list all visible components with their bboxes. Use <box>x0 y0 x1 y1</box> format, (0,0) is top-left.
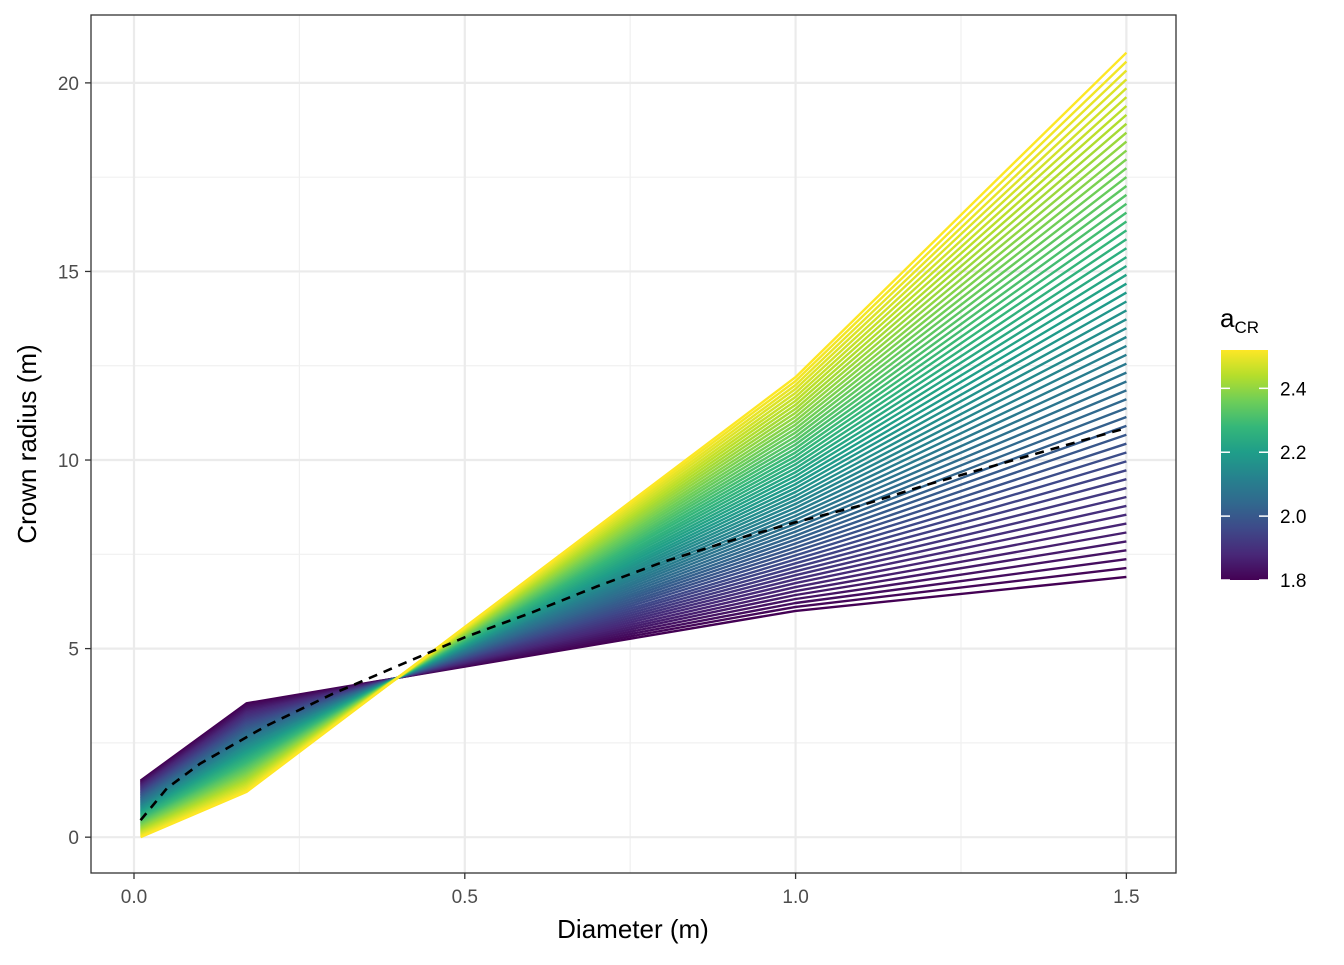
curve-line <box>140 51 1128 839</box>
x-tick-label: 0.0 <box>121 887 147 908</box>
curve-family <box>139 51 1128 839</box>
x-axis-ticks: 0.0 0.5 1.0 1.5 <box>121 873 1140 908</box>
y-tick-label: 5 <box>68 640 79 661</box>
legend-title-sub: CR <box>1234 318 1259 337</box>
colorbar-tick-label: 2.0 <box>1280 507 1306 528</box>
y-tick-label: 15 <box>58 262 79 283</box>
legend-title-main: a <box>1220 303 1235 333</box>
panel-border <box>90 14 1177 874</box>
colorbar-tick-label: 2.4 <box>1280 379 1307 400</box>
y-axis-title: Crown radius (m) <box>12 344 42 543</box>
y-tick-label: 20 <box>58 74 79 95</box>
y-tick-label: 0 <box>68 828 79 849</box>
y-tick-label: 10 <box>58 451 79 472</box>
reference-curve-group <box>139 426 1127 822</box>
colorbar <box>1221 350 1268 580</box>
colorbar-tick-label: 2.2 <box>1280 443 1306 464</box>
colorbar-ticks: 1.8 2.0 2.2 2.4 <box>1221 379 1307 592</box>
legend-title: aCR <box>1220 303 1259 337</box>
x-tick-label: 1.5 <box>1113 887 1139 908</box>
legend: aCR 1.8 2.0 2.2 2.4 <box>1220 303 1307 592</box>
x-tick-label: 0.5 <box>452 887 478 908</box>
x-tick-label: 1.0 <box>782 887 808 908</box>
y-axis-ticks: 0 5 10 15 20 <box>58 74 91 849</box>
reference-curve <box>139 426 1127 822</box>
colorbar-tick-label: 1.8 <box>1280 571 1306 592</box>
x-axis-title: Diameter (m) <box>557 914 709 944</box>
